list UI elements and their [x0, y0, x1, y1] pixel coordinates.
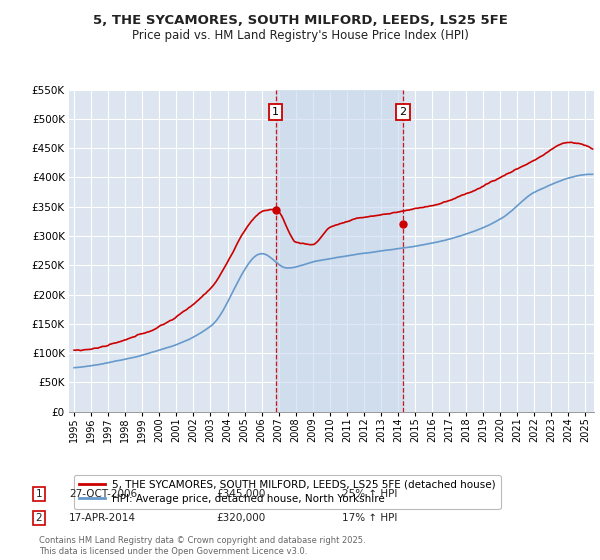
Text: £320,000: £320,000 — [216, 513, 265, 523]
Text: 1: 1 — [272, 107, 279, 117]
Text: 1: 1 — [35, 489, 43, 499]
Legend: 5, THE SYCAMORES, SOUTH MILFORD, LEEDS, LS25 5FE (detached house), HPI: Average : 5, THE SYCAMORES, SOUTH MILFORD, LEEDS, … — [74, 475, 500, 510]
Text: 17-APR-2014: 17-APR-2014 — [69, 513, 136, 523]
Text: Contains HM Land Registry data © Crown copyright and database right 2025.
This d: Contains HM Land Registry data © Crown c… — [39, 536, 365, 556]
Text: £345,000: £345,000 — [216, 489, 265, 499]
Text: 5, THE SYCAMORES, SOUTH MILFORD, LEEDS, LS25 5FE: 5, THE SYCAMORES, SOUTH MILFORD, LEEDS, … — [92, 14, 508, 27]
Text: Price paid vs. HM Land Registry's House Price Index (HPI): Price paid vs. HM Land Registry's House … — [131, 29, 469, 42]
Text: 27-OCT-2006: 27-OCT-2006 — [69, 489, 137, 499]
Text: 2: 2 — [35, 513, 43, 523]
Bar — [275, 90, 403, 412]
Text: 25% ↑ HPI: 25% ↑ HPI — [342, 489, 397, 499]
Text: 17% ↑ HPI: 17% ↑ HPI — [342, 513, 397, 523]
Text: 2: 2 — [400, 107, 406, 117]
